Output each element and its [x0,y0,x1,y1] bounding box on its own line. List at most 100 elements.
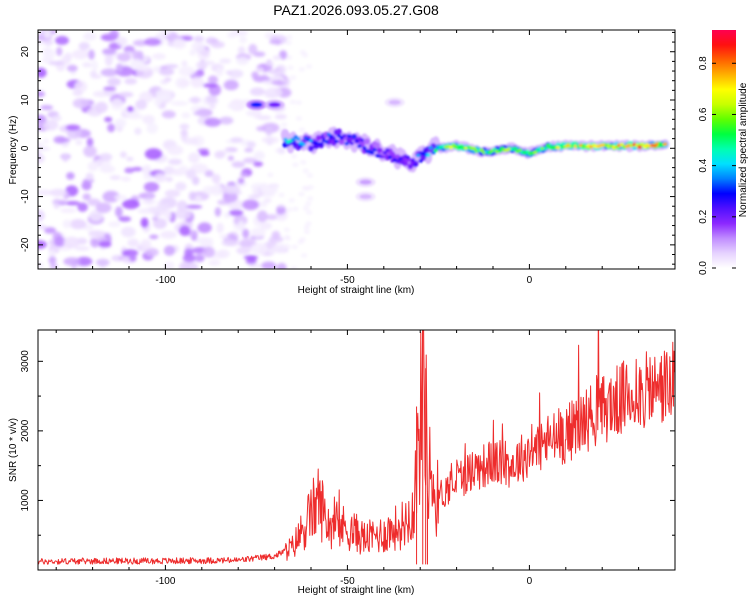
noise-blob [196,60,208,70]
noise-blob [299,50,306,55]
noise-blob [185,204,203,209]
noise-blob [206,94,217,104]
noise-blob [237,177,245,184]
signal-track-cell [431,151,436,155]
noise-blob [248,43,258,55]
noise-blob [257,210,268,223]
noise-blob [171,101,189,106]
noise-blob [42,138,50,144]
signal-track-cell [428,145,433,150]
noise-blob [48,61,65,66]
noise-blob [118,91,134,98]
noise-blob [48,249,56,257]
noise-blob [44,227,57,234]
signal-track-cell [387,155,393,160]
noise-blob [302,53,309,58]
noise-blob [242,228,250,239]
colorbar-ticks: 0.0 0.2 0.4 0.6 0.8 [698,56,736,275]
noise-blob [299,127,305,132]
noise-blob [110,98,124,111]
noise-blob [243,157,257,164]
noise-blob [178,165,189,174]
signal-track-cell [326,132,331,137]
noise-blob [43,30,52,39]
noise-blob [143,175,154,180]
noise-blob [149,234,159,240]
noise-blob [146,122,158,134]
noise-blob [124,167,135,174]
noise-blob [194,254,205,262]
noise-blob [38,91,45,98]
y-tick-label: -10 [20,189,31,204]
noise-blob [124,78,138,85]
noise-blob [140,217,149,228]
noise-blob [74,80,88,93]
noise-blob [132,39,148,47]
noise-blob [153,66,161,73]
noise-blob [130,58,143,69]
noise-blob [252,186,259,198]
noise-blob [188,152,200,164]
signal-track-cell [619,142,625,147]
signal-track-cell [497,149,502,153]
signal-track-cell [410,158,416,162]
noise-blob [253,161,263,167]
noise-blobs [38,30,314,269]
noise-blob [193,110,208,116]
signal-track-cell [426,153,431,157]
noise-blob [237,220,245,231]
noise-blob [74,246,90,251]
noise-blob [126,106,134,112]
noise-blob [214,207,222,217]
noise-blob [91,60,98,72]
signal-track-cell [291,137,296,141]
noise-blob [210,41,225,49]
noise-blob [288,198,295,203]
noise-blob [228,209,244,217]
noise-blob [191,41,206,52]
signal-track-cell [364,138,371,145]
noise-blob [303,225,310,230]
signal-track-cell [308,145,314,152]
colorbar-tick-label: 0.0 [698,261,709,275]
noise-blob [259,183,269,188]
noise-blob [261,136,280,144]
noise-blob [302,168,309,173]
noise-blob [144,148,163,160]
x-tick-label: -50 [340,576,355,587]
noise-blob [104,54,113,67]
noise-blob [301,253,308,258]
signal-track-cell [380,155,385,159]
spectrogram-heatmap [38,30,670,269]
noise-blob [302,206,309,211]
noise-blob [249,87,266,96]
noise-blob [265,126,273,136]
noise-blob [99,165,116,174]
noise-blob [132,50,140,61]
noise-blob [109,175,121,180]
noise-blob [86,137,94,148]
signal-track-cell [324,140,329,144]
snr-xlabel: Height of straight line (km) [298,585,415,596]
noise-blob [82,62,92,68]
y-tick-label: 2000 [20,419,31,442]
y-tick-label: 20 [20,46,31,58]
signal-track-cell [357,144,362,148]
noise-blob [307,185,314,190]
signal-track-cell [362,146,367,150]
noise-blob [116,52,132,62]
signal-track-cell [315,134,322,142]
noise-blob [176,200,188,212]
noise-blob [158,67,175,76]
noise-blob [38,146,51,152]
noise-blob [60,208,77,214]
noise-blob [164,64,179,69]
noise-blob [174,208,192,220]
noise-blob [107,123,116,133]
noise-blob [188,97,202,104]
noise-blob [181,60,188,67]
noise-blob [139,208,150,214]
noise-blob [227,155,235,161]
